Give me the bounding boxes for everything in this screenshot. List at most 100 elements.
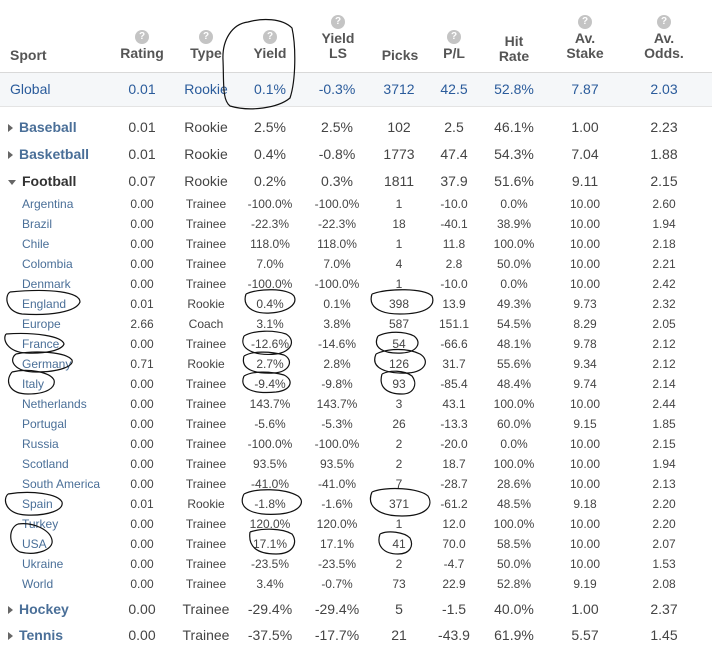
- sport-label[interactable]: Brazil: [22, 217, 53, 231]
- sport-label[interactable]: Basketball: [19, 146, 90, 162]
- sport-label[interactable]: Tennis: [19, 627, 64, 643]
- sport-name[interactable]: Russia: [22, 434, 59, 454]
- country-row[interactable]: Italy 0.00 Trainee -9.4% -9.8% 93 -85.4 48.4% 9.…: [0, 374, 712, 394]
- sport-row[interactable]: Hockey 0.00 Trainee -29.4% -29.4% 5 -1.5 40.0% 1…: [0, 596, 712, 622]
- sport-label[interactable]: Global: [10, 81, 51, 97]
- sport-label[interactable]: Hockey: [19, 601, 69, 617]
- country-row[interactable]: France 0.00 Trainee -12.6% -14.6% 54 -66.6 48.1…: [0, 334, 712, 354]
- sport-name[interactable]: Brazil: [22, 214, 52, 234]
- sport-row[interactable]: Football 0.07 Rookie 0.2% 0.3% 1811 37.9 51.6% 9…: [0, 168, 712, 194]
- sport-name[interactable]: Baseball: [8, 114, 77, 140]
- caret-right-icon[interactable]: [8, 151, 13, 160]
- sport-name[interactable]: Ukraine: [22, 554, 63, 574]
- sport-name[interactable]: Germany: [22, 354, 71, 374]
- sport-label[interactable]: Spain: [22, 497, 53, 511]
- col-header-sport[interactable]: Sport: [10, 47, 47, 63]
- sport-row[interactable]: Baseball 0.01 Rookie 2.5% 2.5% 102 2.5 46.1% 1.0…: [0, 114, 712, 140]
- help-icon[interactable]: ?: [657, 15, 671, 29]
- sport-name[interactable]: Tennis: [8, 622, 63, 648]
- sport-name[interactable]: Turkey: [22, 514, 58, 534]
- sport-name[interactable]: Football: [8, 168, 76, 194]
- country-row[interactable]: South America 0.00 Trainee -41.0% -41.0% 7 -28…: [0, 474, 712, 494]
- sport-label[interactable]: South America: [22, 477, 101, 491]
- caret-down-icon[interactable]: [8, 179, 16, 185]
- caret-right-icon[interactable]: [8, 124, 13, 133]
- sport-label[interactable]: Scotland: [22, 457, 69, 471]
- col-header-picks[interactable]: Picks: [381, 47, 419, 63]
- col-header-hit-rate[interactable]: Hit Rate: [498, 33, 530, 64]
- sport-label[interactable]: Ukraine: [22, 557, 64, 571]
- col-header-type[interactable]: ? Type: [190, 30, 222, 61]
- sport-name[interactable]: Denmark: [22, 274, 71, 294]
- country-row[interactable]: Germany 0.71 Rookie 2.7% 2.8% 126 31.7 55.6% 9.3…: [0, 354, 712, 374]
- sport-label[interactable]: Europe: [22, 317, 61, 331]
- sport-label[interactable]: Colombia: [22, 257, 73, 271]
- caret-right-icon[interactable]: [8, 606, 13, 615]
- sport-label[interactable]: Chile: [22, 237, 50, 251]
- global-row[interactable]: Global 0.01 Rookie 0.1% -0.3% 3712 42.5 52.8% 7.…: [0, 73, 712, 107]
- country-row[interactable]: Colombia 0.00 Trainee 7.0% 7.0% 4 2.8 50.0% 10.0…: [0, 254, 712, 274]
- col-header-rating[interactable]: ? Rating: [120, 30, 164, 61]
- sport-name[interactable]: South America: [22, 474, 100, 494]
- country-row[interactable]: Portugal 0.00 Trainee -5.6% -5.3% 26 -13.3 60.0…: [0, 414, 712, 434]
- sport-name[interactable]: World: [22, 574, 53, 594]
- sport-label[interactable]: France: [22, 337, 60, 351]
- caret-right-icon[interactable]: [8, 632, 13, 641]
- sport-label[interactable]: Germany: [22, 357, 72, 371]
- sport-label[interactable]: Denmark: [22, 277, 71, 291]
- country-row[interactable]: Russia 0.00 Trainee -100.0% -100.0% 2 -20.0 0.0…: [0, 434, 712, 454]
- sport-name[interactable]: Hockey: [8, 596, 69, 622]
- sport-label[interactable]: England: [22, 297, 67, 311]
- sport-name[interactable]: Colombia: [22, 254, 73, 274]
- sport-label[interactable]: Baseball: [19, 119, 77, 135]
- sport-name[interactable]: Chile: [22, 234, 49, 254]
- sport-label[interactable]: Football: [22, 173, 77, 189]
- sport-row[interactable]: Basketball 0.01 Rookie 0.4% -0.8% 1773 47.4 54.…: [0, 141, 712, 167]
- sport-label[interactable]: World: [22, 577, 54, 591]
- sport-name[interactable]: Global: [10, 73, 50, 106]
- sport-row[interactable]: Tennis 0.00 Trainee -37.5% -17.7% 21 -43.9 61.9…: [0, 622, 712, 648]
- sport-name[interactable]: Italy: [22, 374, 44, 394]
- country-row[interactable]: Scotland 0.00 Trainee 93.5% 93.5% 2 18.7 100.0%…: [0, 454, 712, 474]
- sport-name[interactable]: Scotland: [22, 454, 69, 474]
- sport-label[interactable]: Portugal: [22, 417, 67, 431]
- country-row[interactable]: Argentina 0.00 Trainee -100.0% -100.0% 1 -10.0…: [0, 194, 712, 214]
- sport-label[interactable]: Argentina: [22, 197, 74, 211]
- help-icon[interactable]: ?: [578, 15, 592, 29]
- help-icon[interactable]: ?: [331, 15, 345, 29]
- sport-name[interactable]: France: [22, 334, 59, 354]
- sport-label[interactable]: USA: [22, 537, 47, 551]
- sport-name[interactable]: Spain: [22, 494, 53, 514]
- col-header-av-odds[interactable]: ? Av. Odds.: [644, 15, 684, 61]
- sport-name[interactable]: Europe: [22, 314, 61, 334]
- col-header-pl[interactable]: ? P/L: [443, 30, 465, 61]
- country-row[interactable]: Europe 2.66 Coach 3.1% 3.8% 587 151.1 54.5% 8.29…: [0, 314, 712, 334]
- country-row[interactable]: Chile 0.00 Trainee 118.0% 118.0% 1 11.8 100.0% 1…: [0, 234, 712, 254]
- sport-name[interactable]: England: [22, 294, 66, 314]
- country-row[interactable]: Denmark 0.00 Trainee -100.0% -100.0% 1 -10.0 0.…: [0, 274, 712, 294]
- col-header-av-stake[interactable]: ? Av. Stake: [566, 15, 604, 61]
- country-row[interactable]: Turkey 0.00 Trainee 120.0% 120.0% 1 12.0 100.0%…: [0, 514, 712, 534]
- col-header-yield[interactable]: ? Yield: [253, 30, 287, 61]
- country-row[interactable]: Brazil 0.00 Trainee -22.3% -22.3% 18 -40.1 38.9…: [0, 214, 712, 234]
- sport-name[interactable]: USA: [22, 534, 47, 554]
- help-icon[interactable]: ?: [199, 30, 213, 44]
- sport-name[interactable]: Netherlands: [22, 394, 87, 414]
- country-row[interactable]: USA 0.00 Trainee 17.1% 17.1% 41 70.0 58.5% 10.00…: [0, 534, 712, 554]
- country-row[interactable]: Netherlands 0.00 Trainee 143.7% 143.7% 3 43.1 1…: [0, 394, 712, 414]
- sport-label[interactable]: Italy: [22, 377, 45, 391]
- col-header-yield-ls[interactable]: ? Yield LS: [321, 15, 355, 61]
- country-row[interactable]: World 0.00 Trainee 3.4% -0.7% 73 22.9 52.8% 9.19…: [0, 574, 712, 594]
- help-icon[interactable]: ?: [263, 30, 277, 44]
- sport-name[interactable]: Argentina: [22, 194, 73, 214]
- country-row[interactable]: Ukraine 0.00 Trainee -23.5% -23.5% 2 -4.7 50.0%…: [0, 554, 712, 574]
- sport-label[interactable]: Netherlands: [22, 397, 87, 411]
- sport-name[interactable]: Basketball: [8, 141, 89, 167]
- help-icon[interactable]: ?: [135, 30, 149, 44]
- sport-label[interactable]: Turkey: [22, 517, 59, 531]
- sport-label[interactable]: Russia: [22, 437, 59, 451]
- country-row[interactable]: Spain 0.01 Rookie -1.8% -1.6% 371 -61.2 48.5% 9.…: [0, 494, 712, 514]
- help-icon[interactable]: ?: [447, 30, 461, 44]
- sport-name[interactable]: Portugal: [22, 414, 67, 434]
- country-row[interactable]: England 0.01 Rookie 0.4% 0.1% 398 13.9 49.3% 9.7…: [0, 294, 712, 314]
